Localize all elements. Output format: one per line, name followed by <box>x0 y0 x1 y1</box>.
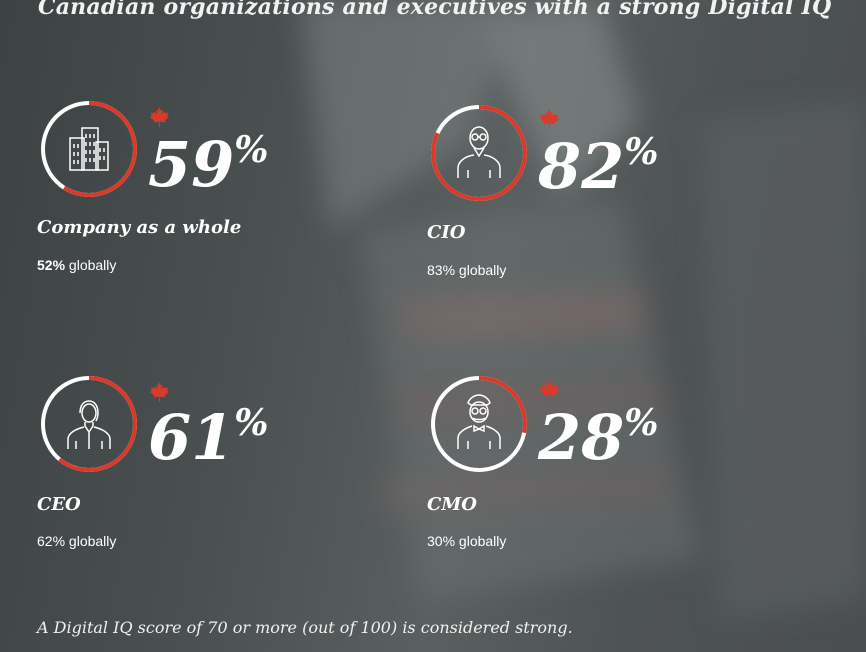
stat-value: 82% <box>538 130 659 203</box>
stat-value: 28% <box>538 401 659 474</box>
maple-leaf-icon <box>149 381 170 403</box>
footnote: A Digital IQ score of 70 or more (out of… <box>37 618 573 637</box>
score-ring <box>431 376 527 472</box>
stat-label: CMO <box>427 494 477 515</box>
maple-leaf-icon <box>539 379 560 401</box>
stat-label: CEO <box>37 494 81 515</box>
score-ring <box>41 376 137 472</box>
score-ring <box>41 101 137 197</box>
stat-cmo: 28% CMO 30% globally <box>427 375 810 575</box>
stat-company: 59% Company as a whole 52% globally <box>37 100 420 300</box>
maple-leaf-icon <box>539 108 560 130</box>
ceo-woman-icon <box>67 400 111 449</box>
stat-cio: 82% CIO 83% globally <box>427 104 810 304</box>
stat-ceo: 61% CEO 62% globally <box>37 375 420 575</box>
page-title: Canadian organizations and executives wi… <box>38 0 832 20</box>
cio-person-icon <box>457 126 501 178</box>
stat-value: 59% <box>148 128 269 201</box>
global-comparison: 52% globally <box>37 257 117 273</box>
office-building-icon <box>69 127 109 171</box>
score-ring <box>431 105 527 201</box>
stat-value: 61% <box>148 401 269 474</box>
global-comparison: 62% globally <box>37 533 117 549</box>
maple-leaf-icon <box>149 106 170 128</box>
stat-label: CIO <box>427 222 466 243</box>
cmo-bowtie-person-icon <box>457 394 501 449</box>
global-comparison: 83% globally <box>427 262 507 278</box>
global-comparison: 30% globally <box>427 533 507 549</box>
stat-label: Company as a whole <box>37 217 242 238</box>
